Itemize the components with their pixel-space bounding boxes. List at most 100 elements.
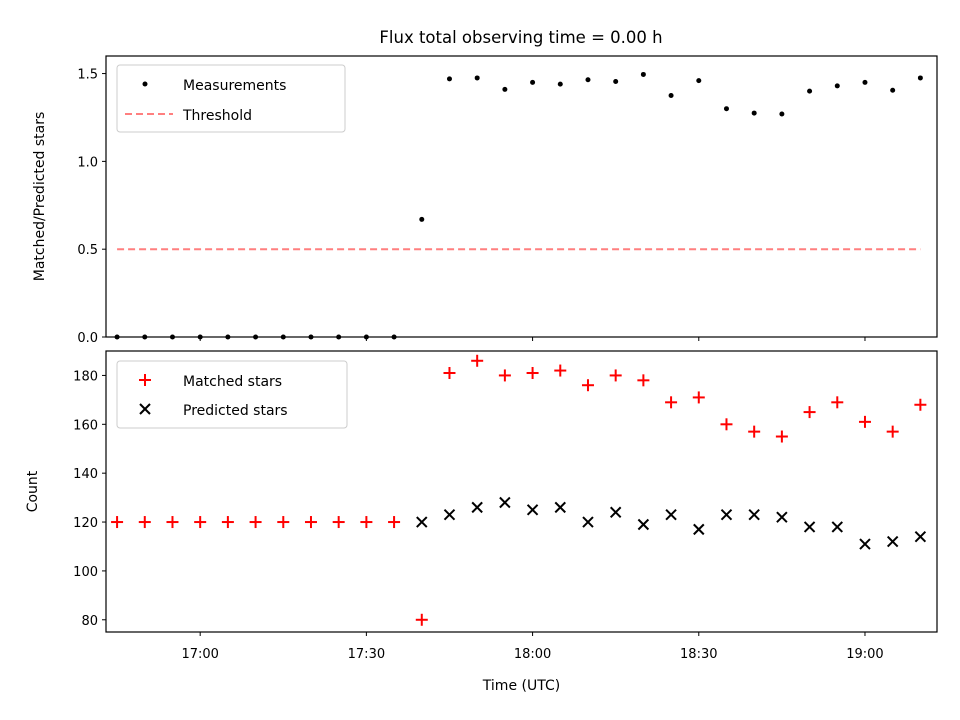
predicted-star-point <box>914 530 927 543</box>
bottom-plot-frame <box>105 350 938 633</box>
x-tick-label: 18:30 <box>680 647 717 662</box>
predicted-star-point <box>609 506 622 518</box>
chart-title: Flux total observing time = 0.00 h <box>379 28 662 47</box>
matched-star-point <box>111 516 124 529</box>
predicted-star-point <box>582 516 594 528</box>
matched-star-point <box>526 366 539 379</box>
y-tick-label: 100 <box>73 565 98 580</box>
measurement-point <box>696 78 702 84</box>
predicted-star-point <box>693 523 705 536</box>
top-y-ticks: 0.0 0.5 1.0 1.5 <box>77 68 106 346</box>
matched-star-point <box>249 516 262 529</box>
measurement-point <box>917 75 923 81</box>
legend-predicted-marker <box>139 403 151 415</box>
top-marks <box>114 71 923 340</box>
y-tick-label: 80 <box>81 614 98 629</box>
predicted-star-point <box>803 521 816 533</box>
predicted-star-point <box>665 509 677 521</box>
matched-star-point <box>914 398 927 411</box>
top-plot-frame <box>105 55 938 338</box>
measurement-point <box>446 76 452 82</box>
matched-star-point <box>581 379 594 392</box>
y-tick-label: 0.0 <box>77 331 98 346</box>
legend-threshold-label: Threshold <box>182 108 252 124</box>
predicted-star-point <box>416 516 428 528</box>
legend-measurements-marker <box>142 81 148 87</box>
predicted-star-point <box>499 496 511 509</box>
y-tick-label: 120 <box>73 516 98 531</box>
legend-matched-marker <box>139 374 151 386</box>
matched-star-point <box>720 418 733 431</box>
measurement-point <box>807 88 813 94</box>
bottom-y-axis-label: Count <box>25 470 41 512</box>
y-tick-label: 180 <box>73 369 98 384</box>
measurement-point <box>890 87 896 93</box>
matched-star-point <box>332 516 345 529</box>
measurement-point <box>419 216 425 222</box>
predicted-star-point <box>443 509 456 521</box>
matched-star-point <box>138 516 151 529</box>
matched-star-point <box>858 415 871 428</box>
matched-star-point <box>277 516 290 529</box>
bottom-y-ticks: 80 100 120 140 160 180 <box>73 369 106 629</box>
y-tick-label: 160 <box>73 418 98 433</box>
matched-star-point <box>388 516 401 529</box>
matched-star-point <box>415 613 428 626</box>
bottom-x-axis-label: Time (UTC) <box>482 678 560 694</box>
measurement-point <box>502 86 508 92</box>
measurement-point <box>585 77 591 83</box>
matched-star-point <box>609 369 622 382</box>
measurement-point <box>834 83 840 89</box>
matched-star-point <box>554 364 567 377</box>
predicted-star-point <box>720 509 733 521</box>
matched-star-point <box>748 425 761 438</box>
bottom-panel: 80 100 120 140 160 180 17:00 17:30 18:00 18:30 19… <box>25 350 938 694</box>
top-legend-box <box>116 64 346 133</box>
matched-star-point <box>194 516 207 529</box>
matched-star-point <box>498 369 511 382</box>
matched-star-point <box>637 374 650 387</box>
measurement-point <box>862 79 868 85</box>
y-tick-label: 1.5 <box>77 68 98 83</box>
predicted-star-point <box>748 509 760 521</box>
predicted-star-point <box>859 538 871 550</box>
bottom-legend: Matched stars Predicted stars <box>116 360 348 429</box>
bottom-marks <box>111 354 927 626</box>
predicted-star-point <box>526 504 539 516</box>
bottom-x-ticks: 17:00 17:30 18:00 18:30 19:00 <box>181 632 884 662</box>
matched-star-point <box>665 396 678 409</box>
y-tick-label: 140 <box>73 467 98 482</box>
measurement-point <box>557 81 563 87</box>
y-tick-label: 0.5 <box>77 243 98 258</box>
x-tick-label: 17:30 <box>348 647 385 662</box>
predicted-star-point <box>886 535 899 548</box>
matched-star-point <box>803 406 816 419</box>
x-tick-label: 18:00 <box>514 647 551 662</box>
predicted-star-point <box>776 511 788 523</box>
top-x-ticks <box>199 337 866 341</box>
measurement-point <box>640 71 646 77</box>
matched-star-point <box>775 430 788 443</box>
matched-star-point <box>471 354 484 367</box>
predicted-star-point <box>637 518 650 531</box>
matched-star-point <box>166 516 179 529</box>
measurement-point <box>668 93 674 99</box>
matched-star-point <box>886 425 899 438</box>
predicted-star-point <box>554 501 566 514</box>
top-legend: Measurements Threshold <box>116 64 346 133</box>
legend-predicted-label: Predicted stars <box>183 403 288 419</box>
top-panel: 0.0 0.5 1.0 1.5 Matched/Predicted stars Mea… <box>32 55 938 346</box>
measurement-point <box>613 78 619 84</box>
bottom-legend-box <box>116 360 348 429</box>
measurement-point <box>751 110 757 116</box>
measurement-point <box>723 106 729 112</box>
measurement-point <box>779 111 785 117</box>
matched-star-point <box>221 516 234 529</box>
predicted-star-point <box>831 521 843 533</box>
matched-star-point <box>831 396 844 409</box>
measurement-point <box>530 79 536 85</box>
x-tick-label: 17:00 <box>181 647 218 662</box>
matched-star-point <box>304 516 317 529</box>
matched-star-point <box>360 516 373 529</box>
